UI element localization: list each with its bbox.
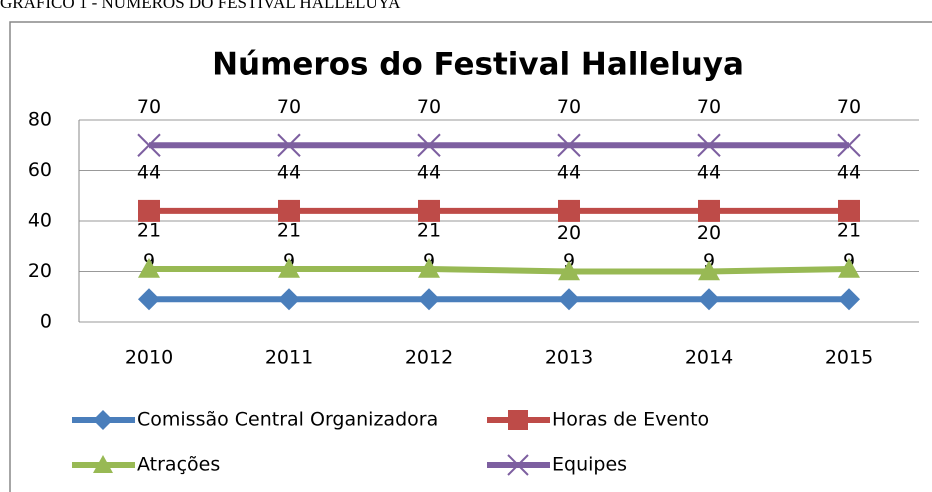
y-tick-label: 60 (28, 159, 52, 181)
marker (278, 257, 300, 278)
y-tick-label: 20 (28, 260, 52, 282)
marker (837, 133, 861, 157)
legend-label: Atrações (137, 454, 220, 476)
x-tick-label: 2012 (405, 347, 453, 369)
data-label: 70 (557, 96, 581, 118)
marker (278, 288, 300, 311)
marker (508, 410, 528, 430)
data-label: 70 (697, 96, 721, 118)
legend-label: Horas de Evento (552, 409, 709, 431)
chart-title: Números do Festival Halleluya (212, 47, 744, 83)
data-label: 21 (277, 219, 301, 241)
marker (417, 133, 441, 157)
data-label: 44 (277, 161, 301, 183)
marker (838, 199, 860, 222)
marker (138, 199, 160, 222)
data-label: 70 (137, 96, 161, 118)
marker (278, 199, 300, 222)
marker (698, 199, 720, 222)
data-label: 70 (417, 96, 441, 118)
legend-label: Equipes (552, 454, 627, 476)
x-tick-label: 2015 (825, 347, 873, 369)
x-tick-label: 2011 (265, 347, 313, 369)
marker (93, 410, 113, 430)
marker (558, 260, 580, 281)
marker (558, 288, 580, 311)
data-label: 44 (417, 161, 441, 183)
chart-frame (9, 21, 932, 492)
y-tick-label: 80 (28, 109, 52, 131)
data-label: 44 (557, 161, 581, 183)
marker (93, 455, 113, 473)
caption: GRÁFICO 1 - NÚMEROS DO FESTIVAL HALLELUY… (0, 0, 401, 12)
y-tick-label: 0 (40, 311, 52, 333)
marker (137, 133, 161, 157)
data-label: 70 (837, 96, 861, 118)
marker (697, 133, 721, 157)
data-label: 20 (697, 222, 721, 244)
marker (507, 454, 529, 476)
data-label: 20 (557, 222, 581, 244)
marker (418, 288, 440, 311)
marker (418, 199, 440, 222)
x-tick-label: 2010 (125, 347, 173, 369)
marker (138, 257, 160, 278)
x-tick-label: 2014 (685, 347, 733, 369)
legend-label: Comissão Central Organizadora (137, 409, 438, 431)
marker (277, 133, 301, 157)
marker (557, 133, 581, 157)
marker (838, 257, 860, 278)
marker (138, 288, 160, 311)
data-label: 44 (137, 161, 161, 183)
series-line (149, 265, 850, 275)
marker (838, 288, 860, 311)
data-label: 44 (837, 161, 861, 183)
data-label: 44 (697, 161, 721, 183)
x-tick-label: 2013 (545, 347, 593, 369)
marker (698, 260, 720, 281)
marker (698, 288, 720, 311)
data-label: 21 (417, 219, 441, 241)
y-tick-label: 40 (28, 210, 52, 232)
data-label: 21 (837, 219, 861, 241)
marker (418, 257, 440, 278)
data-label: 21 (137, 219, 161, 241)
marker (558, 199, 580, 222)
data-label: 70 (277, 96, 301, 118)
